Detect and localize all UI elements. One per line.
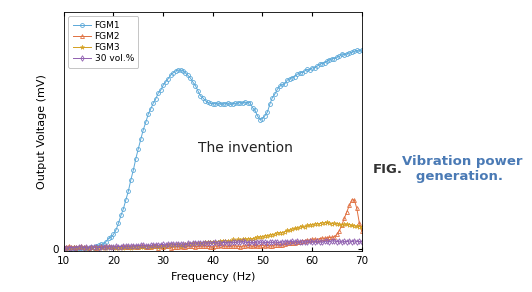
30 vol.% bbox=[331, 239, 338, 243]
30 vol.% bbox=[264, 241, 271, 244]
FGM1 bbox=[93, 244, 99, 248]
FGM2 bbox=[250, 245, 256, 248]
FGM1 bbox=[132, 157, 139, 160]
Line: FGM2: FGM2 bbox=[62, 198, 364, 250]
FGM3 bbox=[93, 245, 99, 249]
FGM3 bbox=[61, 247, 67, 250]
Line: FGM1: FGM1 bbox=[62, 48, 364, 251]
X-axis label: Frequency (Hz): Frequency (Hz) bbox=[171, 272, 255, 281]
FGM2 bbox=[190, 244, 196, 248]
Y-axis label: Output Voltage (mV): Output Voltage (mV) bbox=[37, 74, 47, 189]
FGM1 bbox=[264, 110, 271, 114]
FGM3 bbox=[132, 245, 139, 249]
FGM2 bbox=[348, 198, 355, 202]
FGM3 bbox=[190, 241, 196, 245]
30 vol.% bbox=[86, 246, 92, 250]
30 vol.% bbox=[344, 240, 350, 244]
FGM3 bbox=[250, 237, 256, 241]
FGM2 bbox=[341, 216, 347, 220]
FGM3 bbox=[63, 247, 70, 250]
FGM2 bbox=[90, 245, 97, 248]
30 vol.% bbox=[190, 242, 196, 245]
Text: Vibration power
   generation.: Vibration power generation. bbox=[402, 155, 522, 183]
FGM3 bbox=[324, 221, 330, 224]
Text: FIG.: FIG. bbox=[372, 163, 402, 176]
FGM2 bbox=[130, 244, 137, 248]
FGM1 bbox=[250, 106, 256, 110]
FGM1 bbox=[341, 53, 347, 57]
30 vol.% bbox=[132, 244, 139, 247]
30 vol.% bbox=[93, 245, 99, 249]
FGM1 bbox=[61, 246, 67, 250]
Text: The invention: The invention bbox=[198, 141, 293, 155]
FGM2 bbox=[264, 244, 271, 247]
FGM2 bbox=[155, 246, 161, 250]
FGM1 bbox=[65, 247, 72, 251]
FGM2 bbox=[61, 246, 67, 249]
FGM1 bbox=[359, 48, 365, 52]
FGM3 bbox=[344, 223, 350, 226]
FGM3 bbox=[359, 225, 365, 228]
30 vol.% bbox=[359, 240, 365, 243]
FGM2 bbox=[359, 229, 365, 233]
FGM3 bbox=[264, 234, 271, 238]
Line: 30 vol.%: 30 vol.% bbox=[62, 239, 364, 250]
Legend: FGM1, FGM2, FGM3, 30 vol.%: FGM1, FGM2, FGM3, 30 vol.% bbox=[68, 16, 138, 68]
30 vol.% bbox=[61, 246, 67, 250]
30 vol.% bbox=[250, 241, 256, 244]
FGM1 bbox=[190, 80, 196, 84]
Line: FGM3: FGM3 bbox=[62, 220, 364, 251]
